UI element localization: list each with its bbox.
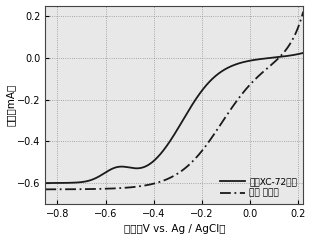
商业XC-72碳粉 <box>239 61 243 64</box>
X-axis label: 电压（V vs. Ag / AgCl）: 电压（V vs. Ag / AgCl） <box>124 224 225 234</box>
Legend: 商业XC-72碳粉, 牛粪 催化剂: 商业XC-72碳粉, 牛粪 催化剂 <box>218 176 299 199</box>
牛粪 催化剂 <box>301 10 305 13</box>
Line: 商业XC-72碳粉: 商业XC-72碳粉 <box>45 53 303 183</box>
商业XC-72碳粉 <box>301 51 305 54</box>
商业XC-72碳粉 <box>200 89 204 92</box>
商业XC-72碳粉 <box>43 182 47 185</box>
商业XC-72碳粉 <box>208 80 212 83</box>
牛粪 催化剂 <box>59 188 63 191</box>
商业XC-72碳粉 <box>266 57 269 60</box>
牛粪 催化剂 <box>200 150 204 152</box>
牛粪 催化剂 <box>266 67 269 70</box>
Line: 牛粪 催化剂: 牛粪 催化剂 <box>45 12 303 189</box>
商业XC-72碳粉 <box>59 181 63 184</box>
牛粪 催化剂 <box>239 94 243 97</box>
商业XC-72碳粉 <box>193 99 197 102</box>
牛粪 催化剂 <box>193 157 197 160</box>
Y-axis label: 电流（mA）: 电流（mA） <box>6 84 16 126</box>
牛粪 催化剂 <box>43 188 47 191</box>
牛粪 催化剂 <box>208 139 212 142</box>
